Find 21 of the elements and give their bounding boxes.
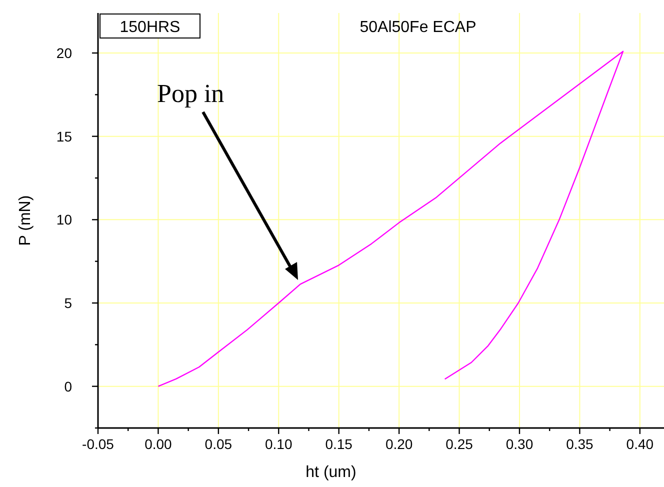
x-tick-label: 0.25: [446, 436, 474, 452]
y-tick-label: 15: [56, 128, 72, 144]
x-tick-label: 0.40: [626, 436, 654, 452]
chart-title: 50Al50Fe ECAP: [360, 19, 476, 36]
x-tick-label: 0.10: [265, 436, 292, 452]
y-tick-label: 5: [64, 295, 72, 311]
x-tick-label: 0.15: [325, 436, 353, 452]
x-tick-label: -0.05: [82, 436, 114, 452]
x-tick-label: 0.30: [506, 436, 534, 452]
annotation: Pop in: [157, 79, 224, 108]
y-tick-label: 10: [56, 212, 72, 228]
x-tick-label: 0.20: [385, 436, 413, 452]
x-tick-label: 0.00: [144, 436, 172, 452]
y-axis-title: P (mN): [17, 195, 34, 246]
y-tick-label: 0: [64, 378, 72, 394]
y-tick-label: 20: [56, 45, 72, 61]
annotation: 150HRS: [120, 19, 180, 36]
x-tick-label: 0.35: [566, 436, 594, 452]
x-tick-label: 0.05: [204, 436, 232, 452]
x-axis-title: ht (um): [306, 464, 356, 481]
line-series: [158, 50, 624, 387]
